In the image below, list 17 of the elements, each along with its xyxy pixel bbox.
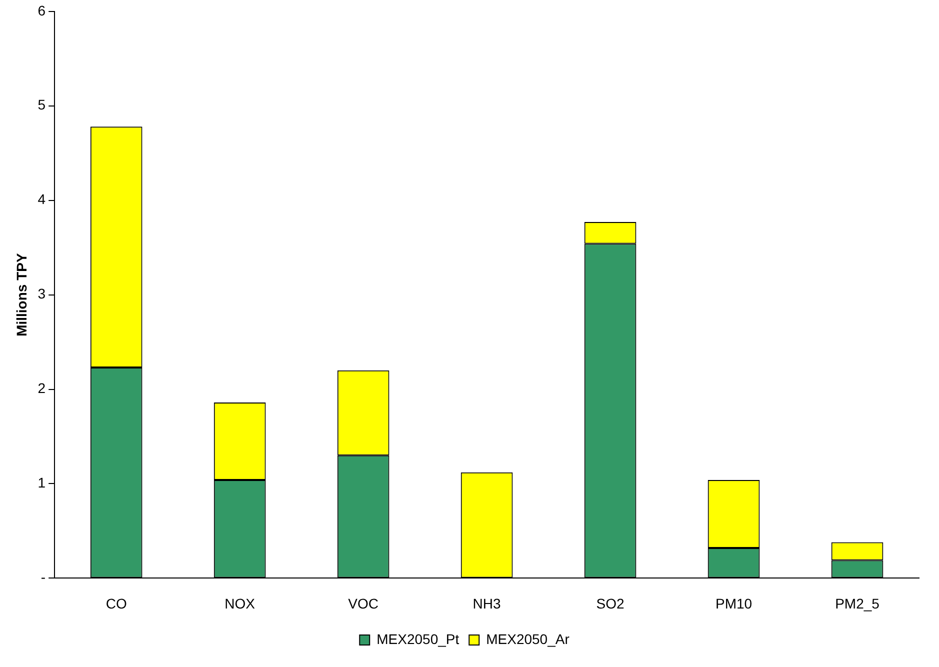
y-tick-label: 3 [38,286,46,302]
legend-label: MEX2050_Pt [376,630,460,647]
x-tick-label: SO2 [596,595,624,612]
y-tick-label: 4 [38,191,46,208]
x-tick-label: NOX [224,595,256,612]
y-axis-title: Millions TPY [13,252,30,336]
x-tick-label: NH3 [472,595,502,612]
x-tick-label: VOC [348,595,378,612]
y-tick-label: - [40,569,46,586]
legend-label: MEX2050_Ar [486,630,570,647]
x-tick-label: CO [106,595,127,612]
x-tick-label: PM2_5 [835,595,880,612]
y-tick-label: 2 [38,380,46,396]
y-tick-label: 6 [38,2,46,18]
x-tick-label: PM10 [715,595,752,612]
y-tick-label: 1 [38,474,46,491]
y-tick-label: 5 [38,96,46,113]
